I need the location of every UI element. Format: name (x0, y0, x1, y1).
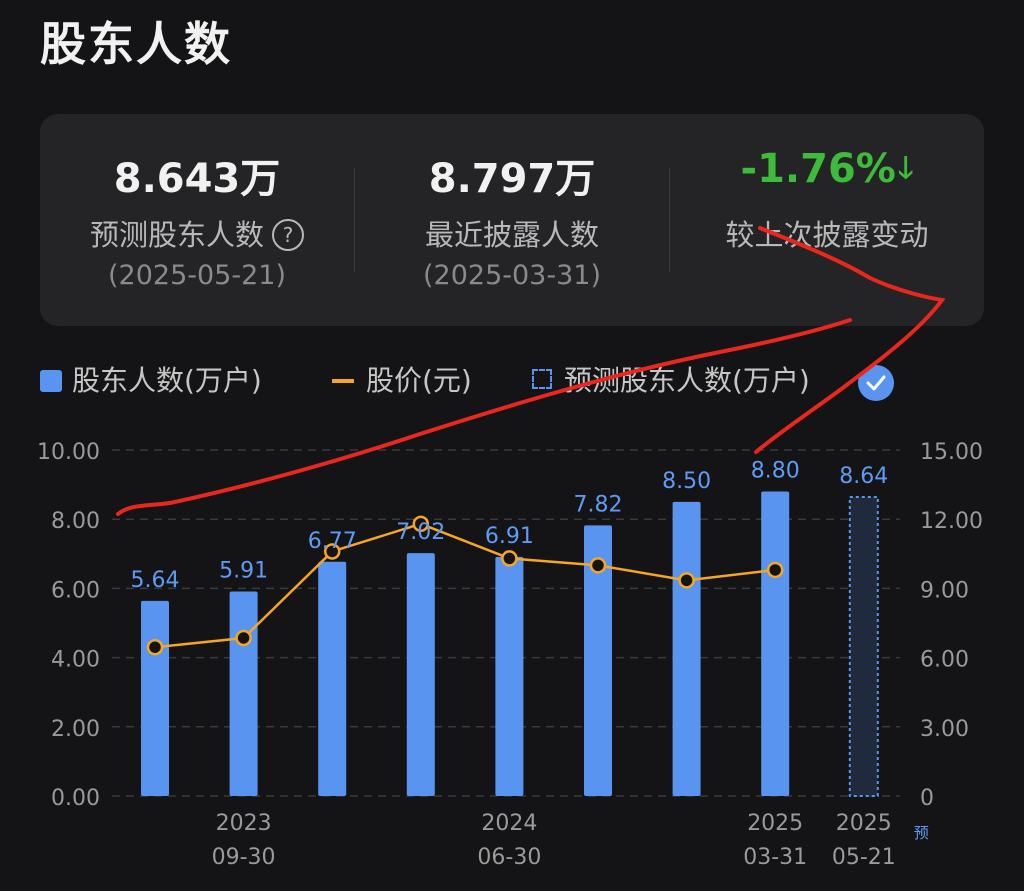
holders-bar (229, 591, 258, 796)
question-circle-icon[interactable]: ? (272, 219, 304, 251)
y-left-tick-label: 10.00 (37, 440, 100, 465)
y-right-tick-label: 12.00 (920, 509, 983, 534)
y-left-tick-label: 4.00 (51, 648, 100, 673)
latest-value: 8.797万 (428, 156, 596, 202)
x-tick-year: 2025 (747, 811, 803, 836)
x-tick-date: 03-31 (743, 845, 807, 870)
predicted-label-row: 预测股东人数? (40, 212, 354, 254)
price-point (146, 638, 164, 656)
holders-bar (318, 561, 347, 796)
predicted-bar (848, 496, 879, 797)
price-point (412, 515, 430, 533)
x-tick-year: 2023 (216, 811, 272, 836)
x-tick-year: 2025 (836, 811, 892, 836)
predicted-value-label: 8.64 (839, 464, 888, 489)
price-point (766, 561, 784, 579)
holders-bar (584, 525, 612, 796)
bar-value-label: 7.02 (396, 520, 445, 545)
x-tick-date: 06-30 (477, 845, 541, 870)
y-right-tick-label: 15.00 (920, 440, 983, 465)
price-point (501, 550, 518, 567)
y-right-tick-label: 3.00 (920, 717, 969, 742)
x-tick-note: 预 (914, 824, 929, 842)
bar-value-label: 5.91 (219, 559, 268, 584)
holders-bar (141, 600, 169, 796)
x-tick-date: 05-21 (832, 845, 896, 870)
latest-label: 最近披露人数 (424, 218, 599, 252)
stat-divider (354, 168, 355, 272)
holders-bar (495, 556, 524, 796)
legend-bar-swatch (40, 370, 62, 392)
change-value-row: -1.76%🡓 (670, 146, 984, 197)
legend-dashed-swatch (532, 369, 552, 389)
bar-value-label: 6.77 (308, 529, 357, 554)
legend-item-predicted[interactable]: 预测股东人数(万户) (532, 358, 810, 404)
price-point (678, 572, 695, 589)
price-point (323, 543, 341, 560)
stat-divider (669, 168, 670, 272)
latest-date: (2025-03-31) (423, 260, 601, 291)
arrow-down-icon: 🡓 (897, 151, 914, 186)
legend-label: 股价(元) (366, 364, 472, 397)
legend-line-swatch (332, 379, 354, 383)
y-left-tick-label: 8.00 (51, 509, 100, 534)
y-right-tick-label: 0 (920, 786, 934, 811)
holders-bar (761, 491, 790, 796)
holders-bar (672, 501, 701, 796)
predicted-stat[interactable]: 8.643万 预测股东人数? (2025-05-21) (40, 114, 354, 326)
check-circle-icon[interactable] (858, 365, 894, 401)
latest-stat: 8.797万 最近披露人数 (2025-03-31) (355, 114, 669, 326)
x-tick-year: 2024 (481, 811, 537, 836)
y-left-tick-label: 6.00 (51, 578, 100, 603)
summary-card: 8.643万 预测股东人数? (2025-05-21) 8.797万 最近披露人… (40, 114, 984, 326)
predicted-value: 8.643万 (113, 156, 281, 202)
bar-value-label: 8.80 (751, 459, 800, 484)
legend-label: 预测股东人数(万户) (564, 364, 810, 397)
legend-label: 股东人数(万户) (72, 364, 262, 397)
holders-chart: 0.00 2.00 4.00 6.00 8.00 10.00 0 3.00 6.00 9.00 12… (37, 440, 983, 870)
check-mark-glyph (866, 375, 886, 391)
holders-bar (406, 553, 435, 796)
price-point (235, 629, 252, 647)
predicted-label: 预测股东人数 (89, 218, 264, 252)
x-tick-date: 09-30 (212, 845, 276, 870)
bar-value-label: 6.91 (485, 524, 534, 549)
predicted-date: (2025-05-21) (108, 260, 286, 291)
y-right-tick-label: 9.00 (920, 578, 969, 603)
price-line (154, 522, 776, 649)
bar-value-label: 7.82 (574, 492, 623, 517)
page-title: 股东人数 (40, 17, 232, 71)
price-point (589, 557, 607, 574)
change-label: 较上次披露变动 (725, 218, 929, 252)
y-left-tick-label: 2.00 (51, 717, 100, 742)
change-stat: -1.76%🡓 较上次披露变动 (670, 114, 984, 326)
legend-item-price[interactable]: 股价(元) (332, 358, 472, 404)
bar-value-label: 8.50 (662, 469, 711, 494)
change-value: -1.76% (740, 146, 896, 192)
bar-value-label: 5.64 (131, 568, 180, 593)
y-left-tick-label: 0.00 (51, 786, 100, 811)
legend-item-holders[interactable]: 股东人数(万户) (40, 358, 262, 404)
y-right-tick-label: 6.00 (920, 648, 969, 673)
